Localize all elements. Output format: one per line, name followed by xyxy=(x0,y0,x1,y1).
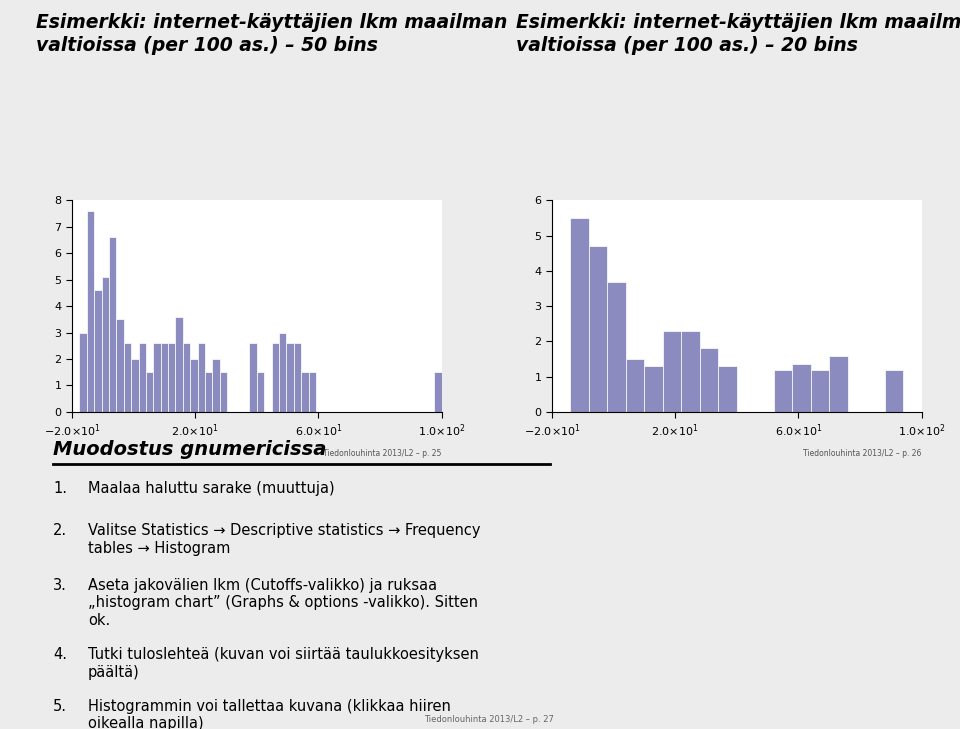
Text: Esimerkki: internet-käyttäjien lkm maailman
valtioissa (per 100 as.) – 50 bins: Esimerkki: internet-käyttäjien lkm maail… xyxy=(36,13,507,55)
Bar xyxy=(829,356,848,412)
Bar xyxy=(434,373,442,412)
Text: 4.: 4. xyxy=(53,647,67,663)
Bar xyxy=(810,370,829,412)
Text: 1.: 1. xyxy=(53,481,67,496)
Bar xyxy=(124,343,132,412)
Bar xyxy=(132,359,138,412)
Text: Histogrammin voi tallettaa kuvana (klikkaa hiiren
oikealla napilla): Histogrammin voi tallettaa kuvana (klikk… xyxy=(88,698,451,729)
Bar xyxy=(700,348,718,412)
Bar xyxy=(774,370,792,412)
Bar xyxy=(272,343,279,412)
Bar xyxy=(154,343,160,412)
Text: Tiedonlouhinta 2013/L2 – p. 26: Tiedonlouhinta 2013/L2 – p. 26 xyxy=(804,449,922,459)
Text: Tiedonlouhinta 2013/L2 – p. 27: Tiedonlouhinta 2013/L2 – p. 27 xyxy=(423,715,554,725)
Text: 2.: 2. xyxy=(53,523,67,538)
Text: Aseta jakovälien lkm (Cutoffs-valikko) ja ruksaa
„histogram chart” (Graphs & opt: Aseta jakovälien lkm (Cutoffs-valikko) j… xyxy=(88,577,478,628)
Bar xyxy=(626,359,644,412)
Bar xyxy=(257,373,264,412)
Bar xyxy=(182,343,190,412)
Bar xyxy=(86,211,94,412)
Bar xyxy=(102,277,108,412)
Text: Maalaa haluttu sarake (muuttuja): Maalaa haluttu sarake (muuttuja) xyxy=(88,481,335,496)
Bar xyxy=(286,343,294,412)
Text: Tiedonlouhinta 2013/L2 – p. 25: Tiedonlouhinta 2013/L2 – p. 25 xyxy=(324,449,442,459)
Text: Esimerkki: internet-käyttäjien lkm maailman
valtioissa (per 100 as.) – 20 bins: Esimerkki: internet-käyttäjien lkm maail… xyxy=(516,13,960,55)
Bar xyxy=(80,332,86,412)
Bar xyxy=(608,281,626,412)
Bar xyxy=(94,290,102,412)
Text: 5.: 5. xyxy=(53,698,67,714)
Bar xyxy=(570,218,589,412)
Text: 3.: 3. xyxy=(53,577,67,593)
Bar xyxy=(250,343,256,412)
Bar xyxy=(190,359,198,412)
Bar xyxy=(589,246,608,412)
Bar xyxy=(160,343,168,412)
Text: Valitse Statistics → Descriptive statistics → Frequency
tables → Histogram: Valitse Statistics → Descriptive statist… xyxy=(88,523,481,555)
Bar xyxy=(116,319,124,412)
Text: Tutki tuloslehteä (kuvan voi siirtää taulukkoesityksen
päältä): Tutki tuloslehteä (kuvan voi siirtää tau… xyxy=(88,647,479,679)
Bar xyxy=(205,373,212,412)
Bar xyxy=(718,366,737,412)
Bar xyxy=(220,373,228,412)
Bar xyxy=(168,343,176,412)
Bar xyxy=(198,343,205,412)
Bar xyxy=(792,364,810,412)
Bar xyxy=(176,316,182,412)
Bar xyxy=(138,343,146,412)
Bar xyxy=(146,373,154,412)
Bar xyxy=(212,359,220,412)
Bar xyxy=(682,331,700,412)
Bar xyxy=(301,373,308,412)
Bar xyxy=(308,373,316,412)
Text: Muodostus gnumericissa: Muodostus gnumericissa xyxy=(53,440,326,459)
Bar xyxy=(884,370,903,412)
Bar xyxy=(294,343,301,412)
Bar xyxy=(644,366,662,412)
Bar xyxy=(662,331,682,412)
Bar xyxy=(279,332,286,412)
Bar xyxy=(108,238,116,412)
